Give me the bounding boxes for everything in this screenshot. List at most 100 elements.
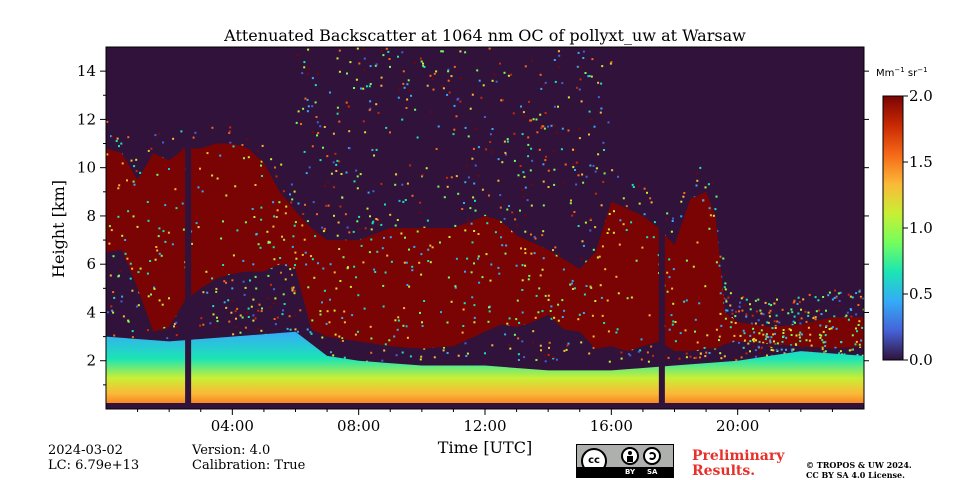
cloud-speckle-pixel bbox=[851, 334, 854, 337]
noise-pixel bbox=[432, 78, 435, 81]
noise-pixel bbox=[252, 298, 255, 301]
noise-pixel bbox=[225, 306, 228, 309]
cloud-speckle-pixel bbox=[696, 341, 699, 344]
noise-pixel bbox=[335, 170, 338, 172]
x-tick-label: 20:00 bbox=[716, 417, 759, 435]
noise-pixel bbox=[526, 199, 529, 202]
noise-pixel bbox=[450, 176, 453, 179]
cc-by-sa-badge: cc BY SA bbox=[576, 444, 674, 478]
cloud-speckle-pixel bbox=[279, 257, 282, 259]
noise-pixel bbox=[317, 132, 320, 135]
cloud-speckle-pixel bbox=[197, 186, 200, 189]
cloud-speckle-pixel bbox=[370, 337, 373, 340]
noise-pixel bbox=[580, 341, 583, 344]
noise-pixel bbox=[231, 287, 234, 290]
noise-pixel bbox=[801, 346, 804, 349]
cloud-speckle-pixel bbox=[533, 252, 536, 255]
cloud-speckle-pixel bbox=[674, 340, 677, 343]
noise-pixel bbox=[638, 184, 641, 187]
noise-pixel bbox=[235, 317, 237, 320]
noise-pixel bbox=[671, 220, 674, 222]
cloud-speckle-pixel bbox=[473, 304, 476, 307]
noise-pixel bbox=[727, 296, 730, 299]
noise-pixel bbox=[229, 141, 232, 144]
cloud-speckle-pixel bbox=[261, 175, 263, 177]
noise-pixel bbox=[790, 308, 793, 311]
cloud-speckle-pixel bbox=[272, 225, 275, 228]
cloud-speckle-pixel bbox=[357, 330, 359, 333]
noise-pixel bbox=[243, 293, 246, 296]
noise-pixel bbox=[330, 172, 333, 175]
cloud-speckle-pixel bbox=[384, 271, 387, 274]
cloud-speckle-pixel bbox=[506, 322, 509, 325]
cloud-speckle-pixel bbox=[821, 346, 824, 349]
noise-pixel bbox=[522, 171, 525, 174]
noise-pixel bbox=[329, 91, 331, 94]
noise-pixel bbox=[754, 349, 757, 352]
noise-pixel bbox=[420, 60, 423, 63]
noise-pixel bbox=[510, 73, 513, 76]
noise-pixel bbox=[532, 118, 535, 121]
noise-pixel bbox=[410, 94, 412, 97]
noise-pixel bbox=[749, 350, 751, 353]
noise-pixel bbox=[407, 79, 410, 82]
noise-pixel bbox=[416, 136, 419, 139]
cloud-speckle-pixel bbox=[477, 255, 480, 258]
cloud-speckle-pixel bbox=[275, 216, 278, 218]
noise-pixel bbox=[308, 166, 311, 169]
cloud-speckle-pixel bbox=[504, 252, 507, 255]
noise-pixel bbox=[364, 131, 367, 134]
noise-pixel bbox=[362, 87, 365, 90]
cloud-speckle-pixel bbox=[801, 333, 803, 336]
cc-by-label: BY bbox=[625, 468, 636, 476]
noise-pixel bbox=[429, 74, 432, 77]
noise-pixel bbox=[501, 161, 504, 164]
cloud-speckle-pixel bbox=[578, 313, 581, 316]
noise-pixel bbox=[404, 199, 407, 201]
noise-pixel bbox=[137, 304, 140, 307]
noise-pixel bbox=[317, 72, 320, 75]
cc-sa-label: SA bbox=[647, 468, 658, 476]
cloud-speckle-pixel bbox=[267, 240, 270, 243]
noise-pixel bbox=[290, 183, 293, 186]
noise-pixel bbox=[632, 186, 635, 188]
noise-pixel bbox=[620, 351, 623, 354]
noise-pixel bbox=[569, 202, 572, 205]
cloud-speckle-pixel bbox=[719, 292, 722, 295]
noise-pixel bbox=[749, 308, 752, 311]
noise-pixel bbox=[512, 112, 515, 115]
cloud-speckle-pixel bbox=[541, 310, 544, 313]
noise-pixel bbox=[411, 194, 414, 197]
noise-pixel bbox=[345, 171, 348, 174]
noise-pixel bbox=[135, 170, 138, 173]
noise-pixel bbox=[858, 289, 861, 292]
noise-pixel bbox=[580, 257, 583, 260]
noise-pixel bbox=[542, 163, 545, 166]
colorbar: 0.0 0.5 1.0 1.5 2.0 Mm−1 sr−1 bbox=[876, 66, 933, 369]
noise-pixel bbox=[274, 166, 276, 169]
cloud-speckle-pixel bbox=[648, 314, 651, 317]
cloud-speckle-pixel bbox=[418, 261, 421, 264]
cloud-speckle-pixel bbox=[370, 238, 373, 241]
noise-pixel bbox=[599, 111, 602, 114]
noise-pixel bbox=[608, 360, 611, 363]
noise-pixel bbox=[665, 218, 668, 221]
noise-pixel bbox=[822, 296, 825, 298]
cloud-speckle-pixel bbox=[524, 252, 527, 255]
cloud-speckle-pixel bbox=[408, 285, 411, 288]
noise-pixel bbox=[790, 348, 793, 351]
cloud-speckle-pixel bbox=[374, 271, 377, 273]
noise-pixel bbox=[625, 205, 628, 208]
noise-pixel bbox=[122, 315, 125, 318]
noise-pixel bbox=[307, 48, 310, 51]
noise-pixel bbox=[234, 310, 237, 313]
cloud-speckle-pixel bbox=[550, 305, 553, 308]
cloud-speckle-pixel bbox=[386, 254, 389, 257]
noise-pixel bbox=[214, 326, 217, 329]
noise-pixel bbox=[699, 166, 702, 169]
cloud-speckle-pixel bbox=[311, 258, 314, 261]
cloud-speckle-pixel bbox=[260, 206, 263, 209]
noise-pixel bbox=[609, 62, 612, 65]
noise-pixel bbox=[592, 248, 595, 251]
noise-pixel bbox=[448, 91, 451, 94]
